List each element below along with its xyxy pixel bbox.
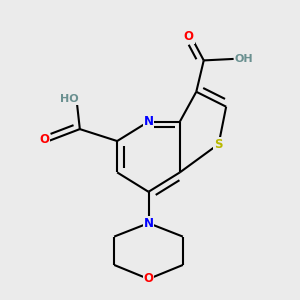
Text: O: O <box>39 133 49 146</box>
Text: S: S <box>214 137 223 151</box>
Text: O: O <box>143 272 154 286</box>
Text: HO: HO <box>60 94 79 104</box>
Text: N: N <box>143 217 154 230</box>
Text: O: O <box>184 30 194 43</box>
Text: N: N <box>143 115 154 128</box>
Text: OH: OH <box>235 54 254 64</box>
